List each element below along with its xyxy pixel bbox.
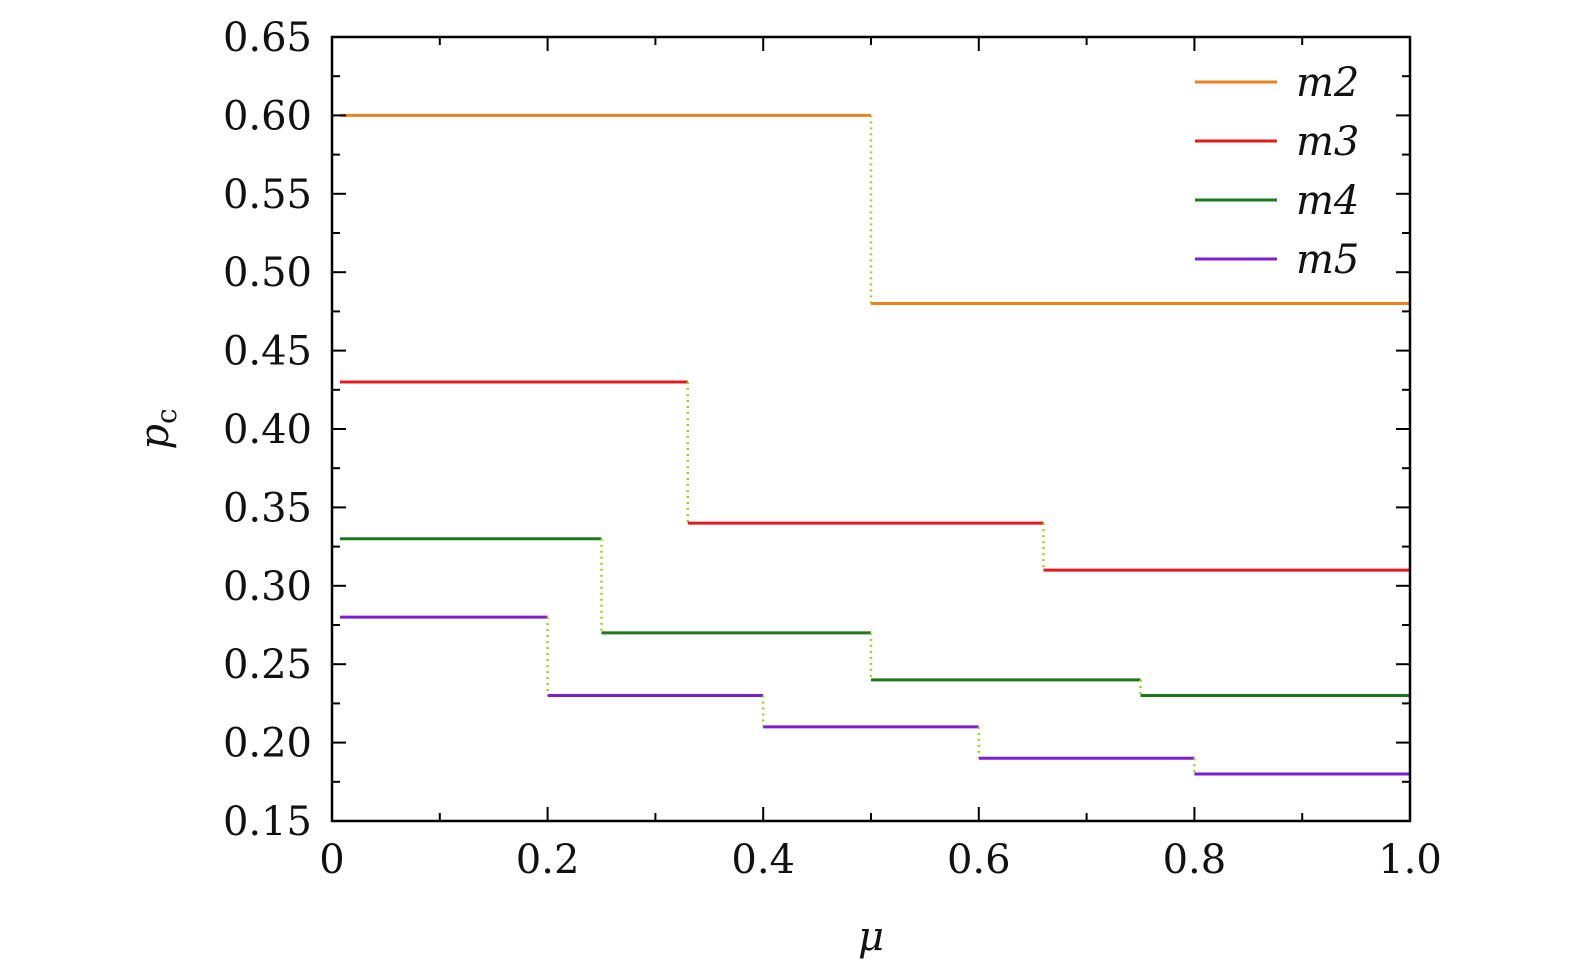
x-axis-title: μ [858,914,884,960]
y-tick-label: 0.30 [223,564,312,610]
y-axis-title-subscript: c [150,408,183,424]
y-axis-title-main: p [132,424,178,450]
legend: m2 m3 m4 m5 [1195,60,1359,283]
tick-layer: 0 0.2 0.4 0.6 0.8 1.0 0.15 0.20 0.25 0.30 0.35 0.40… [223,15,1442,883]
y-tick-label: 0.45 [223,329,312,375]
y-tick-label: 0.20 [223,721,312,767]
series-layer [340,113,1410,776]
series-m5 [340,615,1410,776]
y-tick-label: 0.25 [223,642,312,688]
x-tick-label: 1.0 [1378,837,1442,883]
plot-frame [330,35,1412,823]
y-tick-label: 0.50 [223,250,312,296]
y-tick-label: 0.40 [223,407,312,453]
y-tick-label: 0.65 [223,15,312,61]
series-m4 [340,537,1410,698]
legend-label: m3 [1296,119,1359,165]
x-tick-label: 0.8 [1163,837,1227,883]
series-m2 [340,113,1410,306]
x-tick-label: 0.6 [947,837,1011,883]
legend-label: m2 [1296,60,1359,106]
y-tick-label: 0.35 [223,485,312,531]
y-tick-label: 0.60 [223,93,312,139]
legend-item-m5: m5 [1195,237,1359,283]
series-m3 [340,380,1410,572]
legend-item-m2: m2 [1195,60,1359,106]
y-tick-label: 0.55 [223,172,312,218]
x-tick-label: 0 [319,837,344,883]
x-tick-label: 0.4 [731,837,795,883]
x-tick-label: 0.2 [516,837,580,883]
legend-label: m5 [1296,237,1359,283]
legend-label: m4 [1296,178,1359,224]
legend-item-m4: m4 [1195,178,1359,224]
legend-item-m3: m3 [1195,119,1359,165]
y-tick-label: 0.15 [223,799,312,845]
y-axis-title: pc [132,408,183,449]
